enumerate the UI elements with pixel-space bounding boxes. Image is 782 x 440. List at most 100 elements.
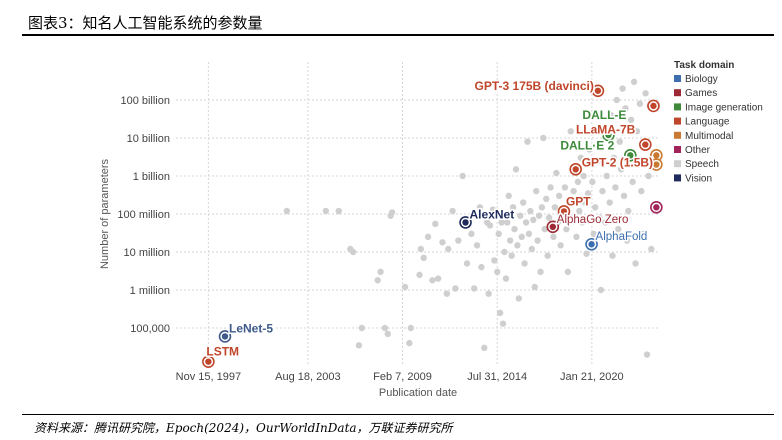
data-point xyxy=(616,138,623,145)
data-label: DALL·E 2 xyxy=(560,138,614,152)
data-point xyxy=(449,207,456,215)
data-point xyxy=(473,242,481,249)
data-point xyxy=(609,252,616,259)
data-point xyxy=(401,283,409,291)
data-point xyxy=(349,248,357,256)
data-point xyxy=(439,239,446,246)
data-point xyxy=(481,344,488,352)
data-point xyxy=(594,157,602,165)
source-bar: 资料来源：腾讯研究院，Epoch(2024)，OurWorldInData，万联… xyxy=(22,414,774,435)
x-tick-label: Nov 15, 1997 xyxy=(176,371,241,383)
x-tick-label: Aug 18, 2003 xyxy=(275,371,340,383)
legend-swatch xyxy=(674,103,681,111)
data-point xyxy=(557,242,564,249)
data-label: AlexNet xyxy=(470,207,515,221)
data-point xyxy=(544,252,551,259)
data-point xyxy=(532,187,540,195)
data-point xyxy=(541,225,548,233)
data-point-highlight xyxy=(653,204,660,211)
data-point xyxy=(416,271,423,279)
data-label: AlphaGo Zero xyxy=(557,214,629,226)
y-tick-label: 1 billion xyxy=(133,171,170,183)
data-point xyxy=(417,245,425,253)
data-point xyxy=(597,286,605,294)
data-point xyxy=(530,216,537,224)
legend-swatch xyxy=(674,89,681,97)
data-point xyxy=(570,187,577,195)
data-point xyxy=(515,295,523,302)
data-point xyxy=(508,252,515,259)
legend-item-label: Biology xyxy=(685,74,718,85)
data-point xyxy=(521,260,528,267)
data-point xyxy=(590,230,597,238)
data-point xyxy=(535,212,543,219)
data-point xyxy=(445,245,452,253)
data-point xyxy=(384,330,391,338)
data-point xyxy=(645,172,652,180)
data-point xyxy=(468,230,475,238)
data-point xyxy=(638,187,645,195)
data-point xyxy=(602,219,609,226)
y-tick-label: 10 million xyxy=(124,247,170,259)
data-point xyxy=(377,268,384,276)
y-tick-label: 1 million xyxy=(130,285,170,297)
data-point xyxy=(420,254,427,262)
data-point-highlight xyxy=(642,141,649,148)
data-point xyxy=(434,275,442,282)
data-label: LSTM xyxy=(206,345,239,359)
data-point xyxy=(553,169,560,177)
data-point xyxy=(531,283,538,291)
data-point xyxy=(509,204,517,211)
data-label: DALL-E xyxy=(582,108,626,122)
legend-swatch xyxy=(674,146,681,153)
data-point xyxy=(406,339,413,347)
data-point xyxy=(620,192,628,200)
data-point xyxy=(564,268,572,276)
source-note: 资料来源：腾讯研究院，Epoch(2024)，OurWorldInData，万联… xyxy=(34,421,453,435)
data-point-highlight xyxy=(221,333,229,340)
data-point xyxy=(615,225,622,233)
data-point xyxy=(527,207,534,215)
data-point xyxy=(619,85,626,92)
data-point xyxy=(574,178,582,186)
data-point xyxy=(455,237,462,244)
data-point xyxy=(522,219,530,226)
data-point xyxy=(550,233,557,241)
data-label: LeNet-5 xyxy=(229,321,273,335)
data-point xyxy=(551,204,559,211)
data-point xyxy=(617,166,625,173)
data-point xyxy=(561,184,569,191)
data-point xyxy=(581,199,589,206)
legend-swatch xyxy=(674,174,681,182)
data-point xyxy=(648,245,655,253)
data-point xyxy=(584,190,592,197)
data-point xyxy=(629,178,636,186)
data-point xyxy=(463,260,471,267)
data-point xyxy=(633,128,641,135)
data-point xyxy=(470,285,478,292)
y-tick-label: 100,000 xyxy=(130,323,170,335)
data-point xyxy=(636,100,644,107)
data-point xyxy=(283,207,291,215)
data-point xyxy=(424,233,432,241)
data-point xyxy=(635,161,642,168)
data-point-highlight xyxy=(650,102,657,110)
legend-item-label: Image generation xyxy=(685,102,763,113)
x-tick-label: Jan 21, 2020 xyxy=(560,371,624,383)
data-point xyxy=(407,324,415,332)
data-point-highlight xyxy=(588,241,595,248)
legend-item-label: Multimodal xyxy=(685,131,733,142)
x-tick-label: Jul 31, 2014 xyxy=(467,371,527,383)
data-point xyxy=(545,214,553,221)
y-tick-label: 100 billion xyxy=(120,95,170,107)
data-point-highlight xyxy=(653,152,660,159)
data-label: GPT-2 (1.5B) xyxy=(582,155,653,169)
data-point xyxy=(511,225,518,233)
data-point xyxy=(534,237,541,244)
data-point xyxy=(568,214,576,221)
data-point xyxy=(599,187,606,195)
data-point xyxy=(489,206,497,213)
data-point xyxy=(498,219,505,226)
legend-item-label: Speech xyxy=(685,159,719,170)
